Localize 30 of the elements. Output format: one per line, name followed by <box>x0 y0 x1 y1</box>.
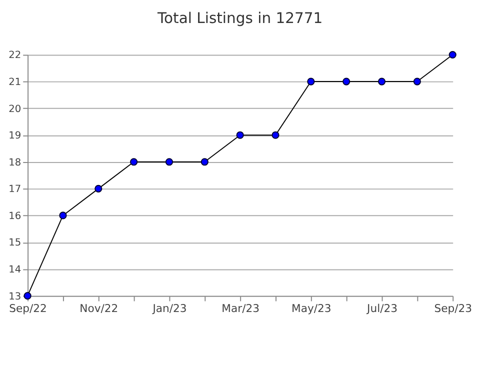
x-tick-label: Sep/23 <box>434 302 472 316</box>
x-tick-label: Jan/23 <box>152 302 187 316</box>
point <box>236 131 244 139</box>
x-tick-label: Mar/23 <box>222 302 260 316</box>
x-tick-label: Sep/22 <box>9 302 47 316</box>
point <box>165 158 174 166</box>
x-tick-label: May/23 <box>292 302 332 316</box>
point <box>448 50 456 59</box>
point <box>94 184 102 192</box>
point <box>59 212 67 220</box>
y-tick-label: 16 <box>8 210 22 222</box>
point <box>272 131 280 139</box>
y-tick-label: 22 <box>8 50 22 62</box>
point <box>307 78 315 86</box>
chart-title: Total Listings in 12771 <box>156 10 323 27</box>
y-tick-label: 19 <box>8 130 22 142</box>
y-tick-label: 15 <box>8 238 22 249</box>
point <box>342 78 350 86</box>
x-tick-label: Nov/22 <box>80 302 118 316</box>
y-tick-label: 20 <box>8 104 22 115</box>
point <box>378 78 386 86</box>
y-tick-label: 13 <box>8 291 22 302</box>
point <box>413 78 421 86</box>
y-tick-label: 18 <box>8 157 22 168</box>
y-tick-label: 14 <box>8 264 22 276</box>
x-tick-label: Jul/23 <box>366 302 398 316</box>
point <box>130 158 138 166</box>
y-tick-label: 17 <box>8 184 22 196</box>
point <box>200 158 208 166</box>
y-tick-label: 21 <box>8 76 22 88</box>
